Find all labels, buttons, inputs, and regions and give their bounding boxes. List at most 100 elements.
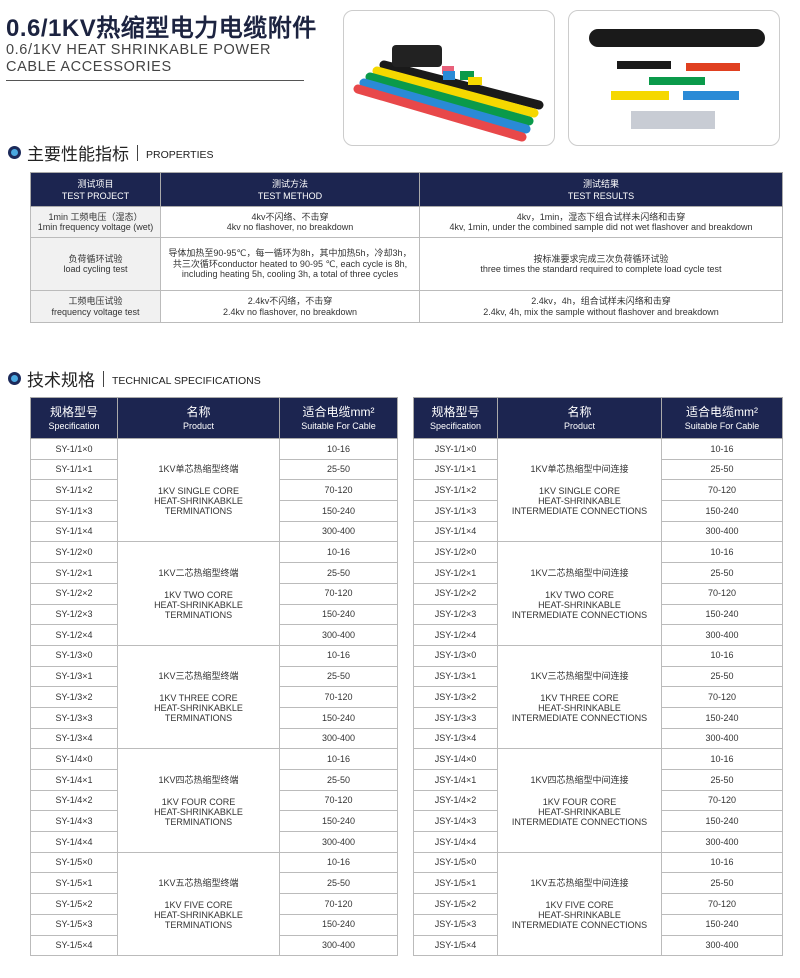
table-row: JSY-1/4×1 25-50 [413, 769, 783, 791]
cable-range: 300-400 [661, 727, 783, 750]
table-row: JSY-1/2×4 300-400 [413, 624, 783, 646]
spec-code: SY-1/5×3 [30, 913, 118, 936]
table-row: SY-1/4×1 25-50 [30, 769, 398, 791]
spec-table-intermediate-connections: 规格型号 Specification 名称 Product 适合电缆mm² Suitabl… [413, 397, 783, 957]
cable-range: 10-16 [661, 851, 783, 874]
cell-result: 2.4kv，4h，组合试样未闪络和击穿 2.4kv, 4h, mix the sa… [419, 290, 783, 323]
table-row: SY-1/5×0 1KV五芯热缩型终端 1KV FIVE CORE HEAT-SHRI… [30, 851, 398, 957]
table-row: JSY-1/3×2 70-120 [413, 686, 783, 708]
cell-project: 负荷循环试验 load cycling test [30, 237, 161, 291]
spec-code: SY-1/4×3 [30, 810, 118, 833]
table-row: SY-1/3×1 25-50 [30, 665, 398, 688]
spec-code: SY-1/3×2 [30, 686, 118, 708]
cable-range: 10-16 [661, 541, 783, 564]
header-en: TEST RESULTS [567, 190, 635, 201]
spec-code: SY-1/3×1 [30, 665, 118, 688]
title-divider [6, 80, 304, 81]
spec-code: JSY-1/2×3 [413, 603, 498, 626]
column-header: 测试方法 TEST METHOD [160, 172, 420, 207]
product-name: 1KV四芯热缩型终端 1KV FOUR CORE HEAT-SHRINKABKLE T… [117, 748, 280, 853]
cable-range: 150-240 [279, 810, 398, 833]
table-row: JSY-1/3×0 1KV三芯热缩型中间连接 1KV THREE CORE HEAT-… [413, 644, 783, 750]
cable-range: 70-120 [279, 893, 398, 915]
cable-range: 25-50 [661, 458, 783, 481]
cable-range: 300-400 [661, 624, 783, 646]
table-row: SY-1/5×1 25-50 [30, 872, 398, 895]
spec-code: SY-1/1×0 [30, 438, 118, 460]
page-subtitle: 0.6/1KV HEAT SHRINKABLE POWER CABLE ACCES… [6, 42, 272, 75]
cable-range: 10-16 [661, 438, 783, 460]
cable-range: 70-120 [279, 789, 398, 812]
table-row: SY-1/4×3 150-240 [30, 810, 398, 833]
product-name: 1KV五芯热缩型中间连接 1KV FIVE CORE HEAT-SHRINKABLE… [497, 851, 662, 957]
table-row: SY-1/1×2 70-120 [30, 479, 398, 502]
bullet-circle-icon [8, 372, 21, 385]
page-title: 0.6/1KV热缩型电力电缆附件 [6, 15, 317, 42]
spec-code: SY-1/1×1 [30, 458, 118, 481]
properties-table: 测试项目 TEST PROJECT 测试方法 TEST METHOD 测试结果 TEST … [30, 172, 783, 323]
spec-code: JSY-1/4×1 [413, 769, 498, 791]
spec-code: JSY-1/3×2 [413, 686, 498, 708]
table-row: JSY-1/4×0 1KV四芯热缩型中间连接 1KV FOUR CORE HEAT-S… [413, 748, 783, 853]
spec-code: JSY-1/3×4 [413, 727, 498, 750]
table-row: JSY-1/3×1 25-50 [413, 665, 783, 688]
product-name: 1KV单芯热缩型中间连接 1KV SINGLE CORE HEAT-SHRINKAB… [497, 437, 662, 543]
table-row: SY-1/5×4 300-400 [30, 934, 398, 957]
spec-code: SY-1/4×2 [30, 789, 118, 812]
spec-code: SY-1/3×3 [30, 706, 118, 729]
cable-range: 150-240 [279, 913, 398, 936]
spec-code: SY-1/2×2 [30, 582, 118, 605]
column-header-cable: 适合电缆mm² Suitable For Cable [279, 397, 398, 439]
table-row: JSY-1/4×3 150-240 [413, 810, 783, 833]
table-row: SY-1/3×3 150-240 [30, 706, 398, 729]
column-header-product: 名称 Product [117, 397, 280, 439]
cable-range: 300-400 [661, 934, 783, 957]
table-row: JSY-1/1×0 1KV单芯热缩型中间连接 1KV SINGLE CORE HEAT… [413, 437, 783, 543]
spec-code: SY-1/5×0 [30, 851, 118, 874]
table-row: SY-1/2×0 1KV二芯热缩型终端 1KV TWO CORE HEAT-SHRIN… [30, 541, 398, 646]
spec-code: JSY-1/1×4 [413, 520, 498, 543]
bullet-circle-icon [8, 146, 21, 159]
spec-code: SY-1/5×4 [30, 934, 118, 957]
cable-range: 300-400 [279, 831, 398, 853]
table-row: SY-1/3×0 1KV三芯热缩型终端 1KV THREE CORE HEAT-SHR… [30, 644, 398, 750]
cell-project: 1min 工频电压（湿态） 1min frequency voltage (wet… [30, 206, 161, 238]
table-row: JSY-1/5×4 300-400 [413, 934, 783, 957]
spec-code: JSY-1/3×3 [413, 706, 498, 729]
spec-code: JSY-1/2×0 [413, 541, 498, 564]
header-cn: 测试结果 [582, 178, 619, 189]
cable-range: 150-240 [279, 500, 398, 522]
spec-code: SY-1/3×4 [30, 727, 118, 750]
cable-range: 25-50 [661, 872, 783, 895]
table-row: SY-1/4×2 70-120 [30, 789, 398, 812]
spec-code: JSY-1/4×2 [413, 789, 498, 812]
table-row: SY-1/1×1 25-50 [30, 458, 398, 481]
cell-method: 导体加热至90-95℃，每一循环为8h，其中加热5h，冷却3h， 共三次循环con… [160, 237, 420, 291]
spec-code: JSY-1/5×3 [413, 913, 498, 936]
table-row: JSY-1/2×2 70-120 [413, 582, 783, 605]
table-row: JSY-1/5×3 150-240 [413, 913, 783, 936]
cable-range: 300-400 [279, 520, 398, 543]
cable-range: 300-400 [279, 934, 398, 957]
table-row: 负荷循环试验 load cycling test 导体加热至90-95℃，每一循环为… [30, 237, 783, 291]
header-cn: 测试方法 [271, 178, 308, 189]
product-name: 1KV二芯热缩型终端 1KV TWO CORE HEAT-SHRINKABKLE TE… [117, 541, 280, 646]
cable-range: 70-120 [279, 686, 398, 708]
cable-range: 25-50 [279, 665, 398, 688]
table-row: SY-1/1×0 1KV单芯热缩型终端 1KV SINGLE CORE HEAT-SH… [30, 437, 398, 543]
product-name: 1KV四芯热缩型中间连接 1KV FOUR CORE HEAT-SHRINKABLE… [497, 748, 662, 853]
spec-code: JSY-1/5×0 [413, 851, 498, 874]
cable-range: 70-120 [661, 893, 783, 915]
cable-range: 300-400 [661, 520, 783, 543]
section-heading-properties: 主要性能指标 PROPERTIES [8, 140, 214, 165]
product-name: 1KV三芯热缩型终端 1KV THREE CORE HEAT-SHRINKABKLE… [117, 644, 280, 750]
cable-range: 10-16 [279, 438, 398, 460]
spec-code: SY-1/5×2 [30, 893, 118, 915]
spec-code: JSY-1/5×2 [413, 893, 498, 915]
cable-range: 150-240 [661, 603, 783, 626]
cable-range: 150-240 [279, 603, 398, 626]
cable-range: 10-16 [279, 541, 398, 564]
product-photo-termination-kit [343, 10, 555, 146]
section-heading-technical: 技术规格 TECHNICAL SPECIFICATIONS [8, 366, 261, 391]
table-row: SY-1/5×2 70-120 [30, 893, 398, 915]
